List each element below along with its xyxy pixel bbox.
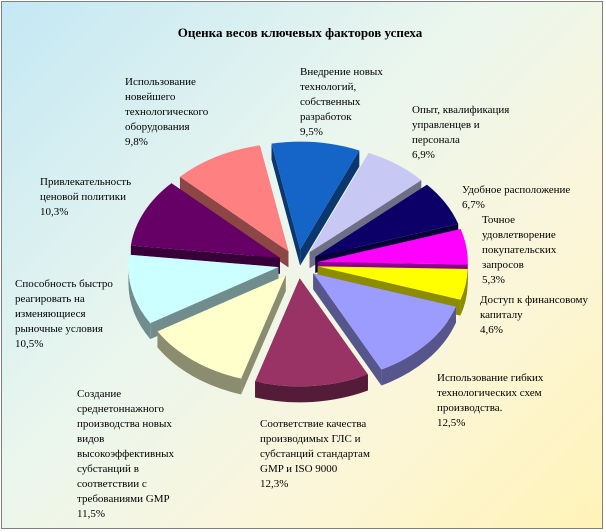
slice-value-label: 10,5% xyxy=(15,338,43,350)
slice-category-label: оборудования xyxy=(125,121,190,133)
slice-category-label: технологического xyxy=(125,106,209,118)
slice-value-label: 9,8% xyxy=(125,136,148,148)
slice-category-label: покупательских xyxy=(482,244,557,256)
slice-label-7: Соответствие качества производимых ГЛС и с… xyxy=(260,418,370,490)
slice-label-4: Точное удовлетворение покупательских запрос… xyxy=(482,214,557,286)
slice-category-label: производства. xyxy=(437,402,503,414)
slice-category-label: новейшего xyxy=(125,91,176,103)
slice-label-2: Опыт, квалификация управленцев и персонала… xyxy=(412,104,509,161)
slice-label-11: Использование новейшего технологического об… xyxy=(125,76,209,148)
pie-slice-7 xyxy=(255,278,368,403)
slice-value-label: 6,7% xyxy=(462,199,485,211)
slice-category-label: видов xyxy=(77,433,104,445)
slice-category-label: соответствии с xyxy=(77,478,147,490)
slice-value-label: 9,5% xyxy=(300,126,323,138)
slice-category-label: производимых ГЛС и xyxy=(260,433,361,445)
slice-category-label: Создание xyxy=(77,388,121,400)
slice-category-label: Способность быстро xyxy=(15,278,113,290)
slice-label-1: Внедрение новых технологий, собственных раз… xyxy=(300,66,383,138)
slice-value-label: 10,3% xyxy=(40,206,68,218)
chart-title: Оценка весов ключевых факторов успеха xyxy=(178,25,423,40)
slice-category-label: Доступ к финансовому xyxy=(480,294,588,306)
slice-category-label: собственных xyxy=(300,96,361,108)
slice-category-label: изменяющиеся xyxy=(15,308,86,320)
slice-label-3: Удобное расположение 6,7% xyxy=(462,184,570,211)
slice-category-label: Опыт, квалификация xyxy=(412,104,509,116)
slice-category-label: Привлекательность xyxy=(40,176,131,188)
slice-label-10: Привлекательность ценовой политики 10,3% xyxy=(40,176,131,218)
pie-slice-8 xyxy=(157,275,286,395)
slices-layer xyxy=(128,141,468,403)
slice-category-label: среднетоннажного xyxy=(77,403,165,415)
slice-category-label: удовлетворение xyxy=(482,229,556,241)
slice-category-label: технологий, xyxy=(300,81,357,93)
slice-label-9: Способность быстро реагировать на изменяющ… xyxy=(15,278,113,350)
slice-category-label: производства новых xyxy=(77,418,172,430)
slice-category-label: технологических схем xyxy=(437,387,542,399)
slice-category-label: разработок xyxy=(300,111,352,123)
slice-category-label: GMP и ISO 9000 xyxy=(260,463,338,475)
slice-category-label: управленцев и xyxy=(412,119,480,131)
slice-category-label: Внедрение новых xyxy=(300,66,383,78)
slice-category-label: рыночные условия xyxy=(15,323,103,335)
labels-layer: Внедрение новых технологий, собственных раз… xyxy=(15,66,588,520)
slice-label-6: Использование гибких технологических схем… xyxy=(437,372,544,429)
slice-value-label: 12,5% xyxy=(437,417,465,429)
slice-value-label: 5,3% xyxy=(482,274,505,286)
slice-category-label: требованиями GMP xyxy=(77,493,170,505)
slice-category-label: Точное xyxy=(482,214,515,226)
slice-value-label: 4,6% xyxy=(480,324,503,336)
slice-category-label: высокоэффективных xyxy=(77,448,174,460)
slice-category-label: реагировать на xyxy=(15,293,85,305)
slice-label-8: Создание среднетоннажного производства нов… xyxy=(77,388,174,520)
slice-category-label: ценовой политики xyxy=(40,191,126,203)
slice-value-label: 6,9% xyxy=(412,149,435,161)
slice-category-label: Удобное расположение xyxy=(462,184,570,196)
slice-category-label: запросов xyxy=(482,259,524,271)
slice-category-label: Соответствие качества xyxy=(260,418,366,430)
slice-category-label: персонала xyxy=(412,134,460,146)
pie-slice-1 xyxy=(271,141,360,266)
slice-label-5: Доступ к финансовому капиталу 4,6% xyxy=(480,294,588,336)
slice-value-label: 11,5% xyxy=(77,508,105,520)
slice-category-label: Использование гибких xyxy=(437,372,544,384)
pie-slice-6 xyxy=(313,273,456,386)
slice-category-label: капиталу xyxy=(480,309,523,321)
slice-category-label: субстанций стандартам xyxy=(260,448,370,460)
slice-value-label: 12,3% xyxy=(260,478,288,490)
slice-category-label: субстанций в xyxy=(77,463,139,475)
pie-slice-11 xyxy=(179,145,289,268)
slice-category-label: Использование xyxy=(125,76,196,88)
